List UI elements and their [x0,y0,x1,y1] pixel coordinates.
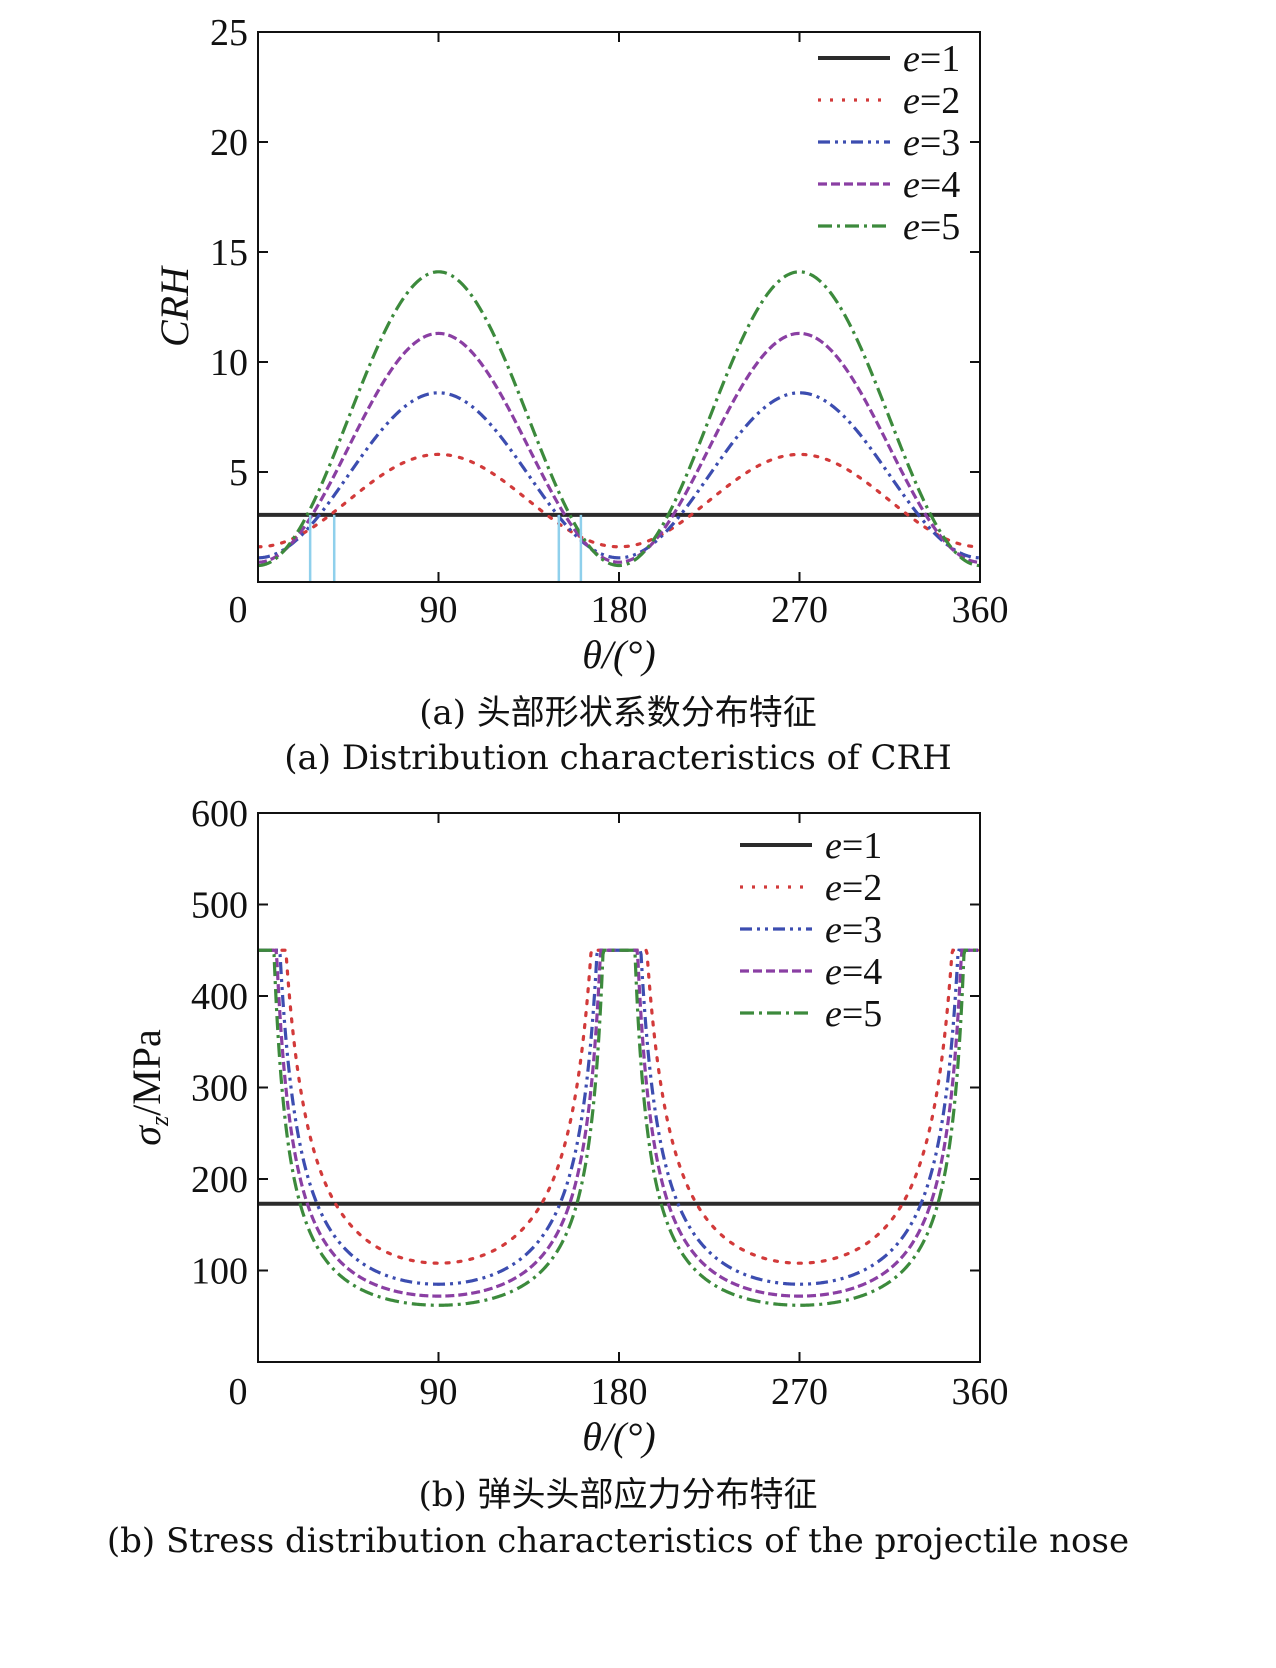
y-tick-label: 200 [191,1159,248,1201]
x-tick-label: 90 [420,1371,458,1413]
x-tick-label: 180 [591,1371,648,1413]
chart-panel-b: 90 180 270 360 0 100 200 300 400 500 600 σz/MPa θ/… [107,793,1129,1561]
caption-en-a: (a) Distribution characteristics of CRH [284,738,951,778]
x-tick-label: 270 [771,1371,828,1413]
tick-group-a: 90 180 270 360 0 5 10 15 20 25 [210,12,1009,631]
legend-label-e-5: e=5 [903,206,960,248]
y-tick-label: 5 [229,452,248,494]
legend-a: e=1e=2e=3e=4e=5 [818,38,960,248]
plot-frame-a [257,31,981,583]
legend-label-e-2: e=2 [825,867,882,909]
y-tick-label: 500 [191,885,248,927]
legend-label-e-1: e=1 [825,825,882,867]
y-tick-label: 400 [191,976,248,1018]
y-tick-label: 300 [191,1068,248,1110]
series-line-e-5 [258,948,980,1307]
caption-cn-a: (a) 头部形状系数分布特征 [419,693,817,733]
y-zero-label: 0 [229,589,248,631]
series-line-e-4 [258,331,980,564]
series-line-e-4 [258,948,980,1298]
legend-label-e-1: e=1 [903,38,960,80]
tick-group-b: 90 180 270 360 0 100 200 300 400 500 600 [191,793,1009,1413]
y-axis-label-b: σz/MPa [124,1029,174,1146]
x-tick-label: 180 [591,589,648,631]
y-tick-label: 10 [210,342,248,384]
legend-label-e-4: e=4 [825,951,882,993]
series-group-a [258,270,980,568]
y-zero-label: 0 [229,1371,248,1413]
x-tick-label: 270 [771,589,828,631]
x-tick-label: 360 [952,589,1009,631]
y-axis-label-symbol-b: σ [124,1125,169,1146]
y-tick-label: 25 [210,12,248,54]
x-tick-label: 90 [420,589,458,631]
legend-label-e-4: e=4 [903,164,960,206]
x-tick-label: 360 [952,1371,1009,1413]
y-tick-label: 15 [210,232,248,274]
series-group-b [258,948,980,1307]
series-line-e-3 [258,391,980,560]
legend-label-e-3: e=3 [825,909,882,951]
caption-en-b: (b) Stress distribution characteristics … [107,1521,1129,1561]
series-line-e-2 [258,452,980,549]
legend-label-e-2: e=2 [903,80,960,122]
legend-label-e-3: e=3 [903,122,960,164]
x-axis-label-a: θ/(°) [582,632,655,677]
y-tick-label: 600 [191,793,248,835]
y-axis-label-a: CRH [152,265,197,347]
legend-label-e-5: e=5 [825,993,882,1035]
x-axis-label-b: θ/(°) [582,1414,655,1459]
series-line-e-5 [258,270,980,568]
y-tick-label: 100 [191,1251,248,1293]
legend-b: e=1e=2e=3e=4e=5 [740,825,882,1035]
caption-cn-b: (b) 弹头头部应力分布特征 [418,1475,817,1515]
y-axis-label-unit-b: /MPa [124,1029,169,1116]
y-axis-label-sub-b: z [145,1116,174,1127]
series-line-e-2 [258,948,980,1265]
marker-group-a [308,514,583,582]
y-tick-label: 20 [210,122,248,164]
series-line-e-3 [258,948,980,1286]
